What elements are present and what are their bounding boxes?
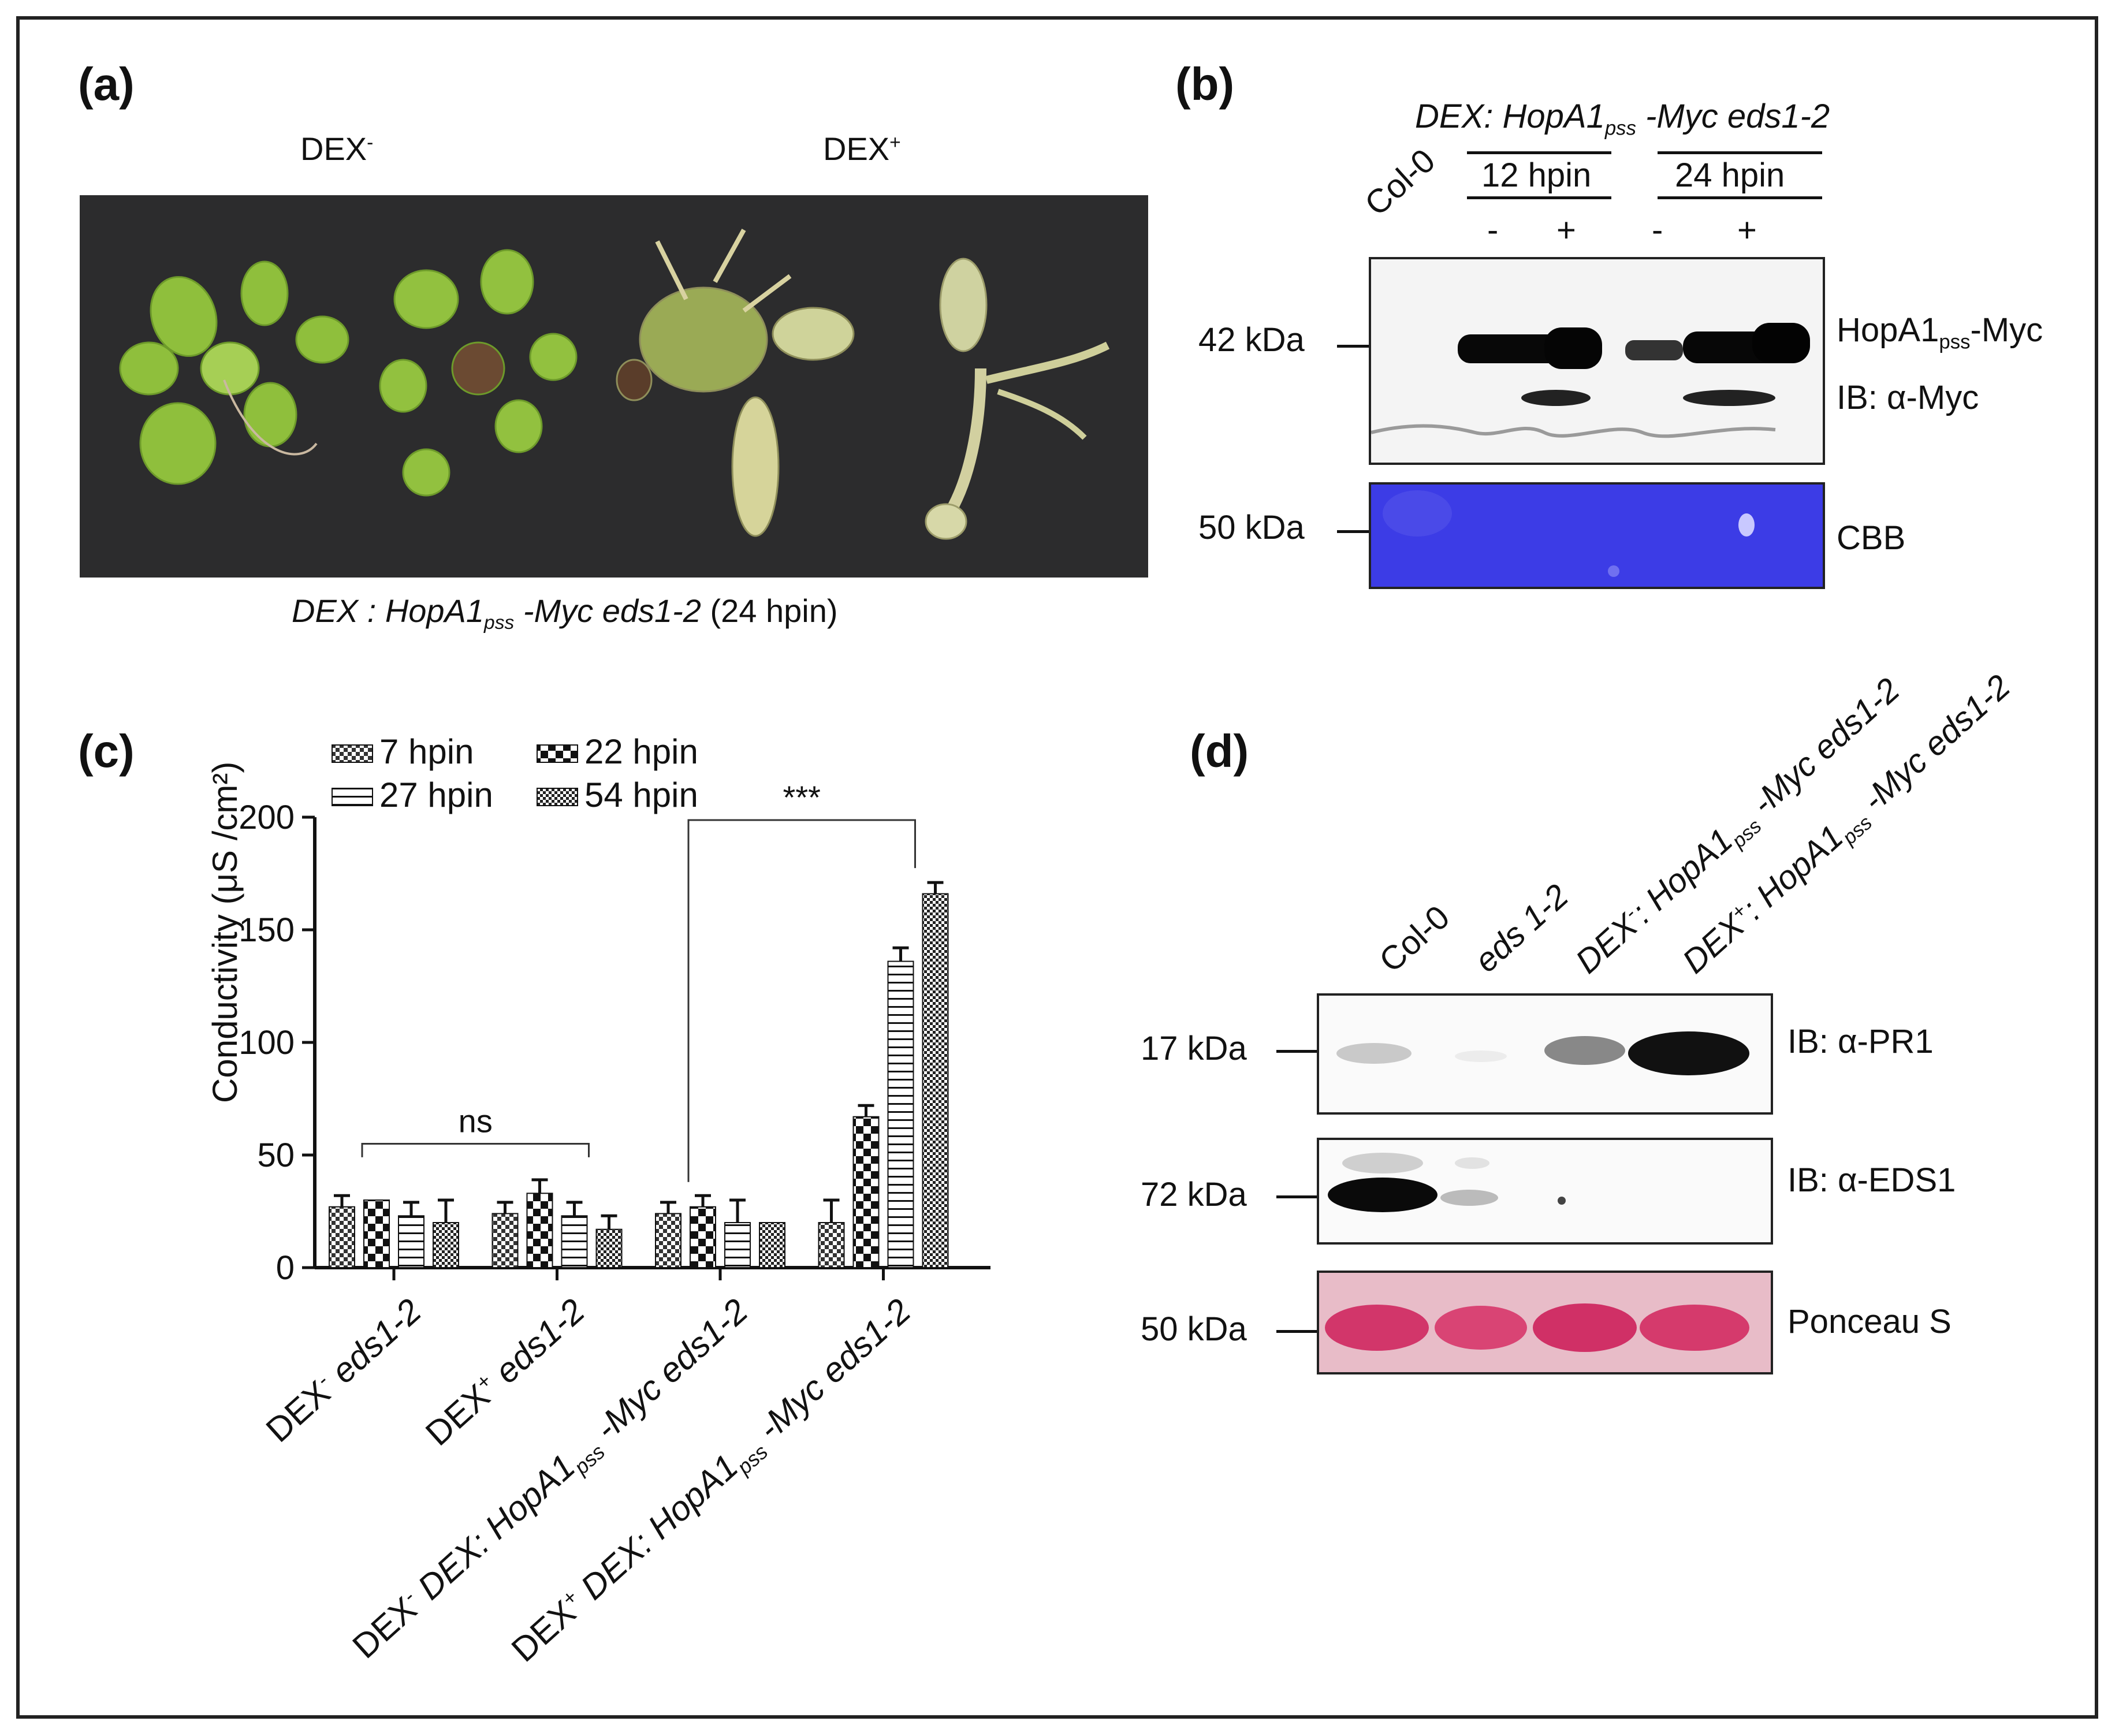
panel-a-caption: DEX : HopA1pss -Myc eds1-2 (24 hpin) <box>292 593 838 634</box>
bar <box>595 1228 623 1268</box>
dex-plus-heading: DEX+ <box>823 131 901 167</box>
panel-b-line-top2 <box>1658 151 1822 154</box>
bar <box>526 1193 553 1269</box>
y-tick-label: 200 <box>239 799 295 836</box>
chart-ylabel: Conductivity (μS /cm²) <box>206 761 244 1103</box>
y-tick-label: 50 <box>257 1137 295 1174</box>
y-tick-label: 100 <box>239 1024 295 1061</box>
chart-annotations: ns *** <box>361 779 916 1182</box>
panel-b-myc-blot <box>1369 257 1825 465</box>
chart-axes: 0 50 100 150 200 <box>239 799 990 1287</box>
legend-swatch <box>537 788 578 806</box>
significance-label: ns <box>459 1103 493 1139</box>
bar <box>759 1222 785 1268</box>
panel-c-label: (c) <box>78 725 135 777</box>
panel-b-stain-label: CBB <box>1837 519 1906 557</box>
panel-b-sign-1: - <box>1487 211 1499 249</box>
legend-label: 7 hpin <box>379 732 474 771</box>
panel-d-eds1-blot <box>1317 1138 1773 1245</box>
panel-b-marker-50-tick <box>1337 530 1372 533</box>
panel-a-label: (a) <box>78 58 135 110</box>
bar <box>433 1222 459 1268</box>
legend-label: 27 hpin <box>379 776 493 814</box>
bar <box>329 1206 355 1268</box>
plant-photo <box>80 195 1148 578</box>
plant-4 <box>925 258 1110 540</box>
panel-d-marker-72-tick <box>1276 1195 1320 1198</box>
bar <box>724 1222 751 1268</box>
panel-b-marker-50: 50 kDa <box>1198 509 1305 546</box>
panel-d-label: (d) <box>1190 725 1249 777</box>
panel-d-ponceau-bands <box>1325 1303 1749 1352</box>
bar <box>922 893 949 1268</box>
bar <box>852 1116 880 1268</box>
panel-d-marker-72: 72 kDa <box>1141 1176 1247 1213</box>
plant-2 <box>379 249 578 497</box>
bar <box>887 960 914 1268</box>
panel-b-time-24: 24 hpin <box>1675 157 1785 194</box>
panel-b-myc-bands <box>1371 323 1810 438</box>
plant-3 <box>616 229 855 537</box>
panel-b-sign-2: + <box>1556 211 1576 249</box>
panel-d-marker-50: 50 kDa <box>1141 1310 1247 1348</box>
panel-b-line-24 <box>1658 196 1822 199</box>
panel-d-marker-17: 17 kDa <box>1141 1030 1247 1067</box>
panel-b-band-label: HopA1pss-Myc <box>1837 311 2043 353</box>
panel-d-pr1-blot <box>1317 993 1773 1115</box>
bar <box>491 1213 519 1268</box>
panel-b-cbb-blot <box>1369 482 1825 589</box>
panel-d-eds1-bands <box>1328 1153 1566 1212</box>
legend-label: 22 hpin <box>584 732 698 771</box>
dex-minus-heading: DEX- <box>300 131 374 167</box>
chart-legend: 7 hpin 22 hpin 27 hpin 54 hpin <box>332 732 698 814</box>
panel-d-pr1-bands <box>1336 1031 1749 1075</box>
bar <box>818 1222 845 1268</box>
significance-label: *** <box>783 779 821 815</box>
panel-d-ponceau-label: Ponceau S <box>1787 1303 1952 1340</box>
panel-b-line-top <box>1467 151 1611 154</box>
panel-d-eds1-label: IB: α-EDS1 <box>1787 1161 1956 1199</box>
significance-bracket <box>687 819 916 1182</box>
bar <box>690 1206 716 1268</box>
bar <box>561 1215 588 1269</box>
panel-b-label: (b) <box>1175 58 1235 110</box>
panel-b-construct: DEX: HopA1pss -Myc eds1-2 <box>1415 98 1830 140</box>
legend-label: 54 hpin <box>584 776 698 814</box>
chart-bars <box>329 881 949 1269</box>
panel-b-sign-4: + <box>1737 211 1757 249</box>
panel-b-ib-label: IB: α-Myc <box>1837 379 1979 416</box>
panel-b-time-12: 12 hpin <box>1481 157 1592 194</box>
panel-d-ponceau-blot <box>1317 1271 1773 1374</box>
bar <box>398 1215 424 1269</box>
legend-swatch <box>332 744 373 763</box>
panel-d-marker-50-tick <box>1276 1330 1320 1333</box>
plant-photo-drawing <box>119 229 1110 540</box>
y-tick-label: 0 <box>276 1249 295 1287</box>
significance-bracket <box>361 1143 590 1157</box>
bar <box>655 1213 681 1268</box>
figure-frame <box>16 16 2098 1719</box>
legend-swatch <box>332 788 373 806</box>
plant-1 <box>119 260 349 485</box>
panel-d-pr1-label: IB: α-PR1 <box>1787 1023 1934 1060</box>
panel-b-marker-42-tick <box>1337 345 1372 348</box>
legend-swatch <box>537 744 578 763</box>
panel-b-cbb-spots <box>1383 490 1755 577</box>
y-tick-label: 150 <box>239 911 295 949</box>
bar <box>363 1199 390 1268</box>
panel-b-marker-42: 42 kDa <box>1198 321 1305 359</box>
panel-b-sign-3: - <box>1652 211 1663 249</box>
panel-b-line-12 <box>1467 196 1611 199</box>
panel-d-marker-17-tick <box>1276 1050 1320 1053</box>
